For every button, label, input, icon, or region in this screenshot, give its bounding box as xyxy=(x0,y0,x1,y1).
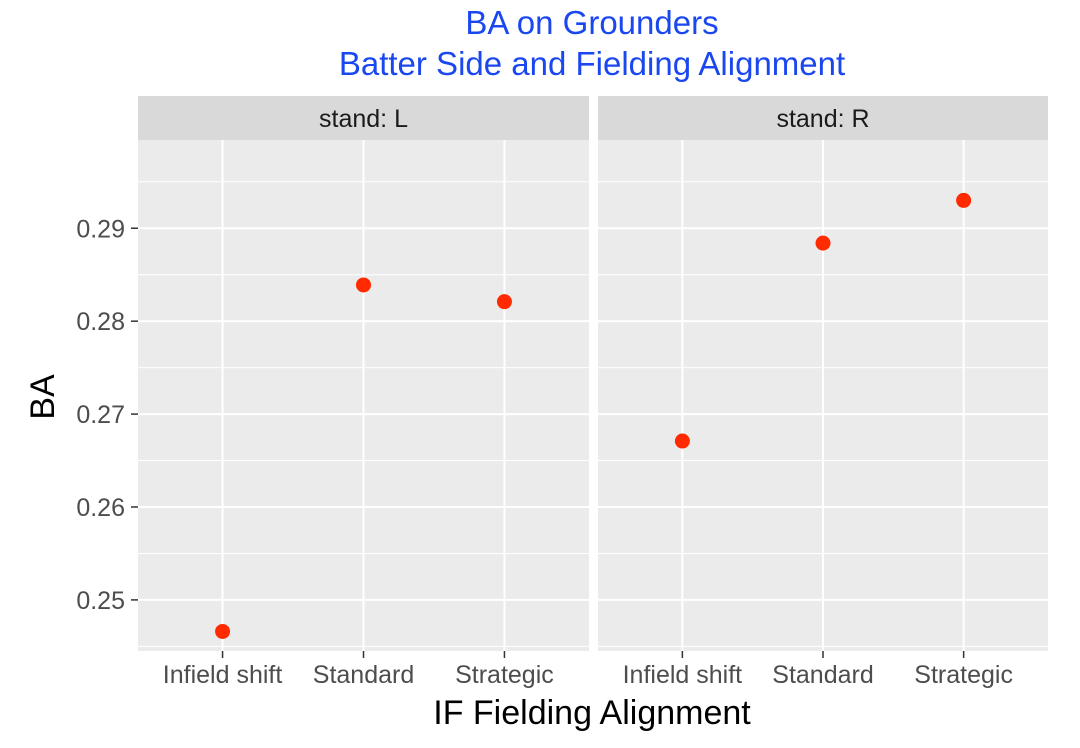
strip-label: stand: R xyxy=(776,105,869,133)
y-axis-title: BA xyxy=(24,374,62,420)
data-point xyxy=(356,277,371,293)
strip-label: stand: L xyxy=(319,105,408,133)
x-tick-label: Infield shift xyxy=(163,661,283,689)
data-point xyxy=(956,192,972,208)
y-tick-label: 0.27 xyxy=(76,401,125,429)
panel-stand-r: stand: R xyxy=(598,96,1048,651)
y-tick-label: 0.25 xyxy=(76,587,125,615)
y-axis: 0.25 0.26 0.27 0.28 0.29 xyxy=(76,215,138,615)
chart-title-line-1: BA on Grounders xyxy=(465,4,718,41)
panel-stand-l: stand: L xyxy=(138,96,589,651)
data-point xyxy=(674,433,690,449)
x-tick-label: Standard xyxy=(772,661,873,689)
data-point xyxy=(215,623,231,639)
x-axis-title: IF Fielding Alignment xyxy=(433,694,751,732)
x-tick-label: Infield shift xyxy=(623,661,743,689)
y-tick-label: 0.28 xyxy=(76,308,125,336)
strip-background xyxy=(138,96,589,140)
x-tick-label: Strategic xyxy=(455,661,554,689)
x-axis: Infield shift Standard Strategic Infield sh… xyxy=(163,651,1013,689)
chart-title-line-2: Batter Side and Fielding Alignment xyxy=(339,45,845,82)
y-tick-label: 0.26 xyxy=(76,494,125,522)
data-point xyxy=(815,235,831,251)
y-tick-label: 0.29 xyxy=(76,215,125,243)
strip-background xyxy=(598,96,1048,140)
facet-panels: stand: L stand: R xyxy=(138,96,1048,651)
x-tick-label: Strategic xyxy=(914,661,1013,689)
x-tick-label: Standard xyxy=(313,661,414,689)
data-point xyxy=(496,294,512,310)
